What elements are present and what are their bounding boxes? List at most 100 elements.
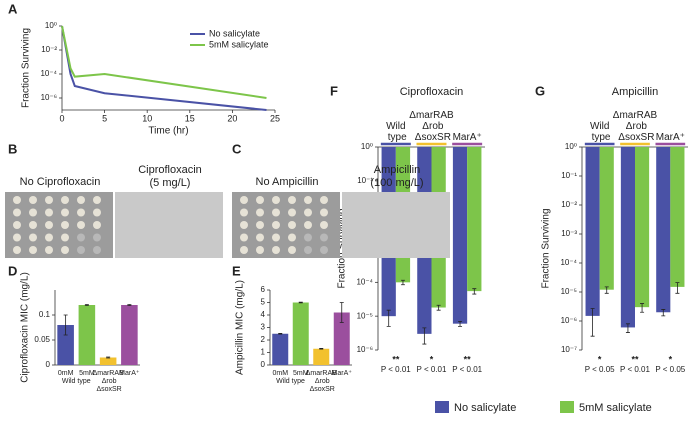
colony-spot xyxy=(13,196,21,204)
y-tick-label: 4 xyxy=(261,310,266,319)
significance: ** xyxy=(392,354,400,364)
colony-spot xyxy=(288,246,296,254)
x-tick-label: 15 xyxy=(185,113,195,123)
x-tick-label: ΔmarRAB Δrob ΔsoxSR xyxy=(306,370,337,393)
p-value: P < 0.01 xyxy=(417,365,447,374)
bar xyxy=(467,147,482,292)
panel-label: D xyxy=(8,263,17,278)
x-tick-label: 20 xyxy=(227,113,237,123)
bar xyxy=(635,147,650,308)
colony-spot xyxy=(93,208,101,217)
chart-title: Ciprofloxacin xyxy=(400,86,464,98)
error-bar xyxy=(319,347,324,350)
y-tick-label: 10⁻⁷ xyxy=(561,345,577,354)
colony-spot xyxy=(320,221,328,229)
p-value: P < 0.01 xyxy=(620,365,650,374)
colony-spot xyxy=(256,208,264,217)
error-bar xyxy=(604,286,609,294)
colony-spot xyxy=(61,196,69,204)
y-tick-label: 10⁰ xyxy=(361,142,373,151)
legend-label: No salicylate xyxy=(454,402,516,414)
x-tick-label: 0mM xyxy=(58,370,74,377)
colony-spot xyxy=(45,233,53,242)
colony-spot xyxy=(288,233,296,242)
y-tick-label: 6 xyxy=(261,285,266,294)
colony-spot xyxy=(61,233,69,242)
plate-label: Ampicillin xyxy=(374,164,420,176)
error-bar xyxy=(386,309,391,327)
colony-spot xyxy=(304,208,312,217)
colony-spot xyxy=(288,208,296,217)
error-bar xyxy=(298,301,303,304)
bar xyxy=(57,325,74,365)
bar xyxy=(599,147,614,290)
error-bar xyxy=(84,304,89,306)
colony-spot xyxy=(272,196,280,204)
plate-label: No Ciprofloxacin xyxy=(20,176,101,188)
y-tick-label: 10⁻² xyxy=(41,45,57,54)
legend-label: 5mM salicylate xyxy=(209,39,269,49)
colony-spot xyxy=(13,233,21,242)
colony-spot xyxy=(93,246,101,254)
y-tick-label: 0 xyxy=(261,360,266,369)
x-tick-label: 0mM xyxy=(272,370,288,377)
plate-label: (5 mg/L) xyxy=(150,177,191,189)
error-bar xyxy=(63,314,68,336)
colony-spot xyxy=(304,233,312,242)
error-bar xyxy=(590,308,595,337)
colony-spot xyxy=(13,221,21,229)
colony-spot xyxy=(93,233,101,242)
colony-spot xyxy=(93,221,101,229)
colony-spot xyxy=(77,233,85,242)
colony-spot xyxy=(320,246,328,254)
group-label: MarA⁺ xyxy=(656,132,685,143)
y-tick-label: 10⁻⁴ xyxy=(560,258,577,267)
error-bar xyxy=(675,282,680,294)
y-tick-label: 5 xyxy=(261,298,266,307)
error-bar xyxy=(106,356,111,359)
p-value: P < 0.05 xyxy=(585,365,615,374)
colony-spot xyxy=(61,246,69,254)
colony-spot xyxy=(304,196,312,204)
panel-label: E xyxy=(232,263,241,278)
y-tick-label: 2 xyxy=(261,335,266,344)
y-tick-label: 10⁻⁶ xyxy=(41,93,57,102)
colony-spot xyxy=(45,208,53,217)
error-bar xyxy=(625,323,630,333)
colony-spot xyxy=(256,233,264,242)
colony-spot xyxy=(29,246,37,254)
y-tick-label: 10⁻¹ xyxy=(561,171,577,180)
y-tick-label: 10⁻³ xyxy=(561,229,577,238)
error-bar xyxy=(422,327,427,345)
colony-spot xyxy=(45,246,53,254)
p-value: P < 0.05 xyxy=(655,365,685,374)
colony-spot xyxy=(45,221,53,229)
colony-spot xyxy=(304,246,312,254)
error-bar xyxy=(661,309,666,317)
p-value: P < 0.01 xyxy=(452,365,482,374)
plate-photo xyxy=(342,192,450,258)
panel-label: F xyxy=(330,83,338,98)
y-axis-label: Ampicillin MIC (mg/L) xyxy=(235,280,246,375)
colony-spot xyxy=(61,221,69,229)
x-tick-label: 25 xyxy=(270,113,280,123)
bar xyxy=(272,333,289,365)
error-bar xyxy=(127,304,132,306)
colony-spot xyxy=(240,246,248,254)
significance: ** xyxy=(464,354,472,364)
bar xyxy=(78,305,96,365)
bar xyxy=(620,147,635,328)
bar xyxy=(121,305,138,365)
colony-spot xyxy=(77,196,85,204)
plate-label: (100 mg/L) xyxy=(370,177,423,189)
colony-spot xyxy=(13,246,21,254)
colony-spot xyxy=(240,196,248,204)
colony-spot xyxy=(272,221,280,229)
error-bar xyxy=(400,279,405,286)
plate-photo xyxy=(115,192,223,258)
y-tick-label: 0 xyxy=(46,360,51,369)
colony-spot xyxy=(93,196,101,204)
significance: * xyxy=(669,354,673,364)
colony-spot xyxy=(288,221,296,229)
